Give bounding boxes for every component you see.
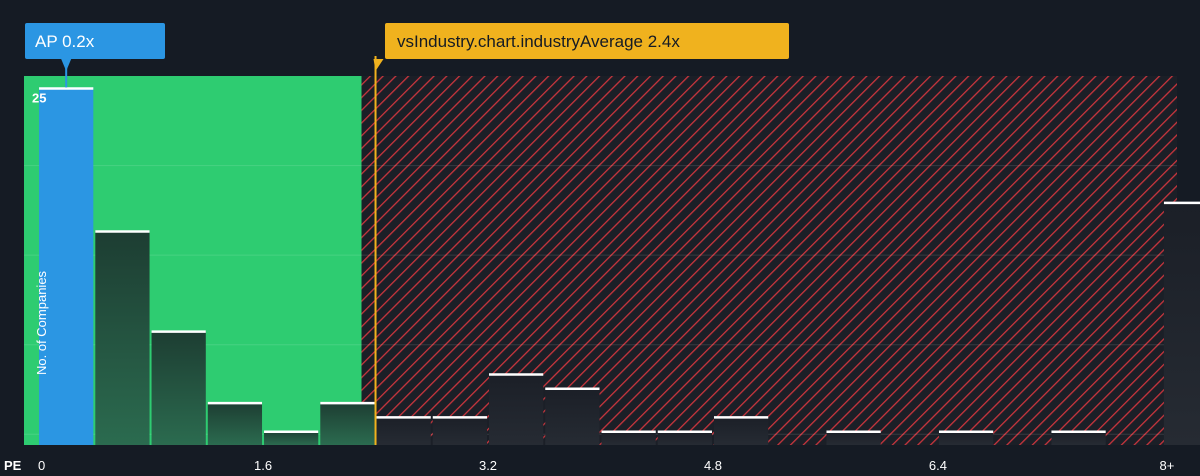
histogram-bar [376, 416, 431, 445]
industry-average-callout-box [385, 23, 789, 59]
y-tick-label: 25 [32, 90, 46, 105]
x-tick-label: 4.8 [704, 458, 722, 473]
x-axis-label: PE [4, 458, 22, 473]
overvalued-zone [361, 76, 1177, 445]
x-tick-label: 6.4 [929, 458, 947, 473]
histogram-bar [826, 430, 881, 445]
x-tick-label: 0 [38, 458, 45, 473]
histogram-bar [657, 430, 712, 445]
company-bar [39, 87, 94, 445]
histogram-bar [151, 330, 206, 445]
company-callout-label: AP 0.2x [35, 32, 95, 51]
industry-average-callout-pointer [373, 59, 384, 71]
histogram-bar [938, 430, 994, 445]
histogram-bar [489, 373, 544, 445]
histogram-bar [95, 230, 150, 445]
x-tick-label: 8+ [1160, 458, 1175, 473]
histogram-bar [320, 402, 375, 445]
x-tick-label: 3.2 [479, 458, 497, 473]
histogram-bar [545, 387, 600, 445]
company-callout-box [25, 23, 165, 59]
histogram-bar [601, 430, 656, 445]
x-tick-label: 1.6 [254, 458, 272, 473]
industry-average-callout-label: vsIndustry.chart.industryAverage 2.4x [397, 32, 680, 51]
histogram-bar [264, 430, 319, 445]
y-axis-label: No. of Companies [34, 270, 49, 375]
histogram-bar [1051, 430, 1106, 445]
histogram-bar [1163, 201, 1200, 445]
histogram-bar [713, 416, 769, 445]
histogram-bar [207, 402, 263, 445]
histogram-bar [432, 416, 488, 445]
